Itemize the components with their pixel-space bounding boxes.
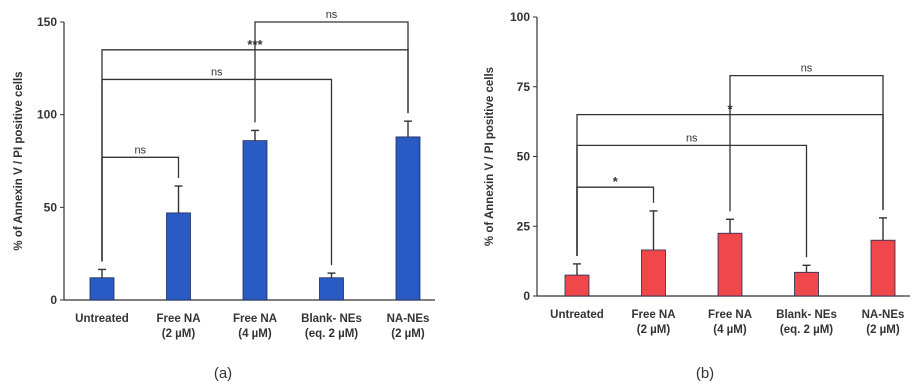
x-tick-label-line: (4 µM)	[713, 324, 747, 336]
significance-bracket	[254, 21, 409, 123]
panel-label: (a)	[214, 365, 232, 382]
x-tick-label-line: (2 µM)	[162, 328, 196, 340]
y-tick-label: 25	[517, 219, 531, 233]
bar	[641, 249, 666, 297]
x-tick-label-line: NA-NEs	[387, 313, 430, 325]
x-tick-label: Blank- NEs (eq. 2 µM)	[301, 313, 362, 340]
bar	[166, 212, 191, 301]
x-tick-label: Untreated	[550, 309, 604, 321]
bar	[395, 136, 421, 301]
significance-bracket	[729, 74, 884, 212]
chart-panel-a: 0 50 100 150 % of Annexin V / PI positive ce…	[13, 9, 435, 382]
significance-label: ns	[686, 132, 698, 144]
x-tick-label: NA-NEs (2 µM)	[862, 309, 905, 336]
y-tick-label: 50	[517, 150, 531, 164]
bar	[794, 271, 819, 297]
chart-panel-b: 0 25 50 75 100 % of Annexin V / PI positive c…	[484, 10, 910, 382]
x-tick-label-line: (2 µM)	[391, 328, 425, 340]
x-tick-label-line: (2 µM)	[637, 324, 671, 336]
x-tick-label-line: Blank- NEs	[301, 313, 362, 325]
significance-label: ns	[134, 144, 146, 156]
x-tick-label: Free NA (4 µM)	[708, 309, 752, 336]
significance-bracket	[576, 144, 808, 258]
y-axis-title: % of Annexin V / PI positive cells	[484, 67, 496, 246]
x-tick-label-line: NA-NEs	[862, 309, 905, 321]
x-tick-label: NA-NEs (2 µM)	[387, 313, 430, 340]
x-tick-label-line: Free NA	[631, 309, 675, 321]
significance-label: *	[613, 174, 619, 189]
bar	[319, 277, 344, 301]
significance-label: ns	[326, 9, 338, 21]
bar	[717, 232, 743, 297]
x-tick-label-line: (2 µM)	[866, 324, 900, 336]
x-tick-label-line: (eq. 2 µM)	[305, 328, 358, 340]
bar	[564, 274, 590, 297]
x-tick-label: Free NA (2 µM)	[631, 309, 675, 336]
x-tick-label-line: Free NA	[708, 309, 752, 321]
significance-bracket	[101, 78, 333, 266]
x-tick-label: Free NA (4 µM)	[233, 313, 277, 340]
y-axis-title: % of Annexin V / PI positive cells	[13, 71, 25, 250]
y-tick-label: 0	[523, 289, 530, 303]
significance-label: ns	[211, 66, 223, 78]
x-tick-label: Untreated	[75, 313, 129, 325]
y-tick-label: 75	[517, 80, 531, 94]
x-tick-label-line: Untreated	[550, 309, 604, 321]
bar	[89, 277, 115, 301]
bar	[870, 239, 896, 297]
y-tick-label: 50	[44, 200, 58, 214]
panel-label: (b)	[696, 365, 714, 382]
y-tick-label: 100	[510, 10, 530, 24]
x-tick-label-line: Free NA	[233, 313, 277, 325]
y-tick-label: 150	[37, 15, 57, 29]
x-tick-label-line: Untreated	[75, 313, 129, 325]
bar	[242, 140, 268, 301]
significance-bracket	[576, 186, 655, 256]
x-tick-label-line: Blank- NEs	[776, 309, 837, 321]
y-tick-label: 100	[37, 108, 57, 122]
x-tick-label: Free NA (2 µM)	[156, 313, 200, 340]
y-tick-label: 0	[50, 293, 57, 307]
x-tick-label-line: (eq. 2 µM)	[780, 324, 833, 336]
x-tick-label-line: Free NA	[156, 313, 200, 325]
significance-label: ns	[801, 63, 813, 75]
x-tick-label: Blank- NEs (eq. 2 µM)	[776, 309, 837, 336]
x-tick-label-line: (4 µM)	[238, 328, 272, 340]
